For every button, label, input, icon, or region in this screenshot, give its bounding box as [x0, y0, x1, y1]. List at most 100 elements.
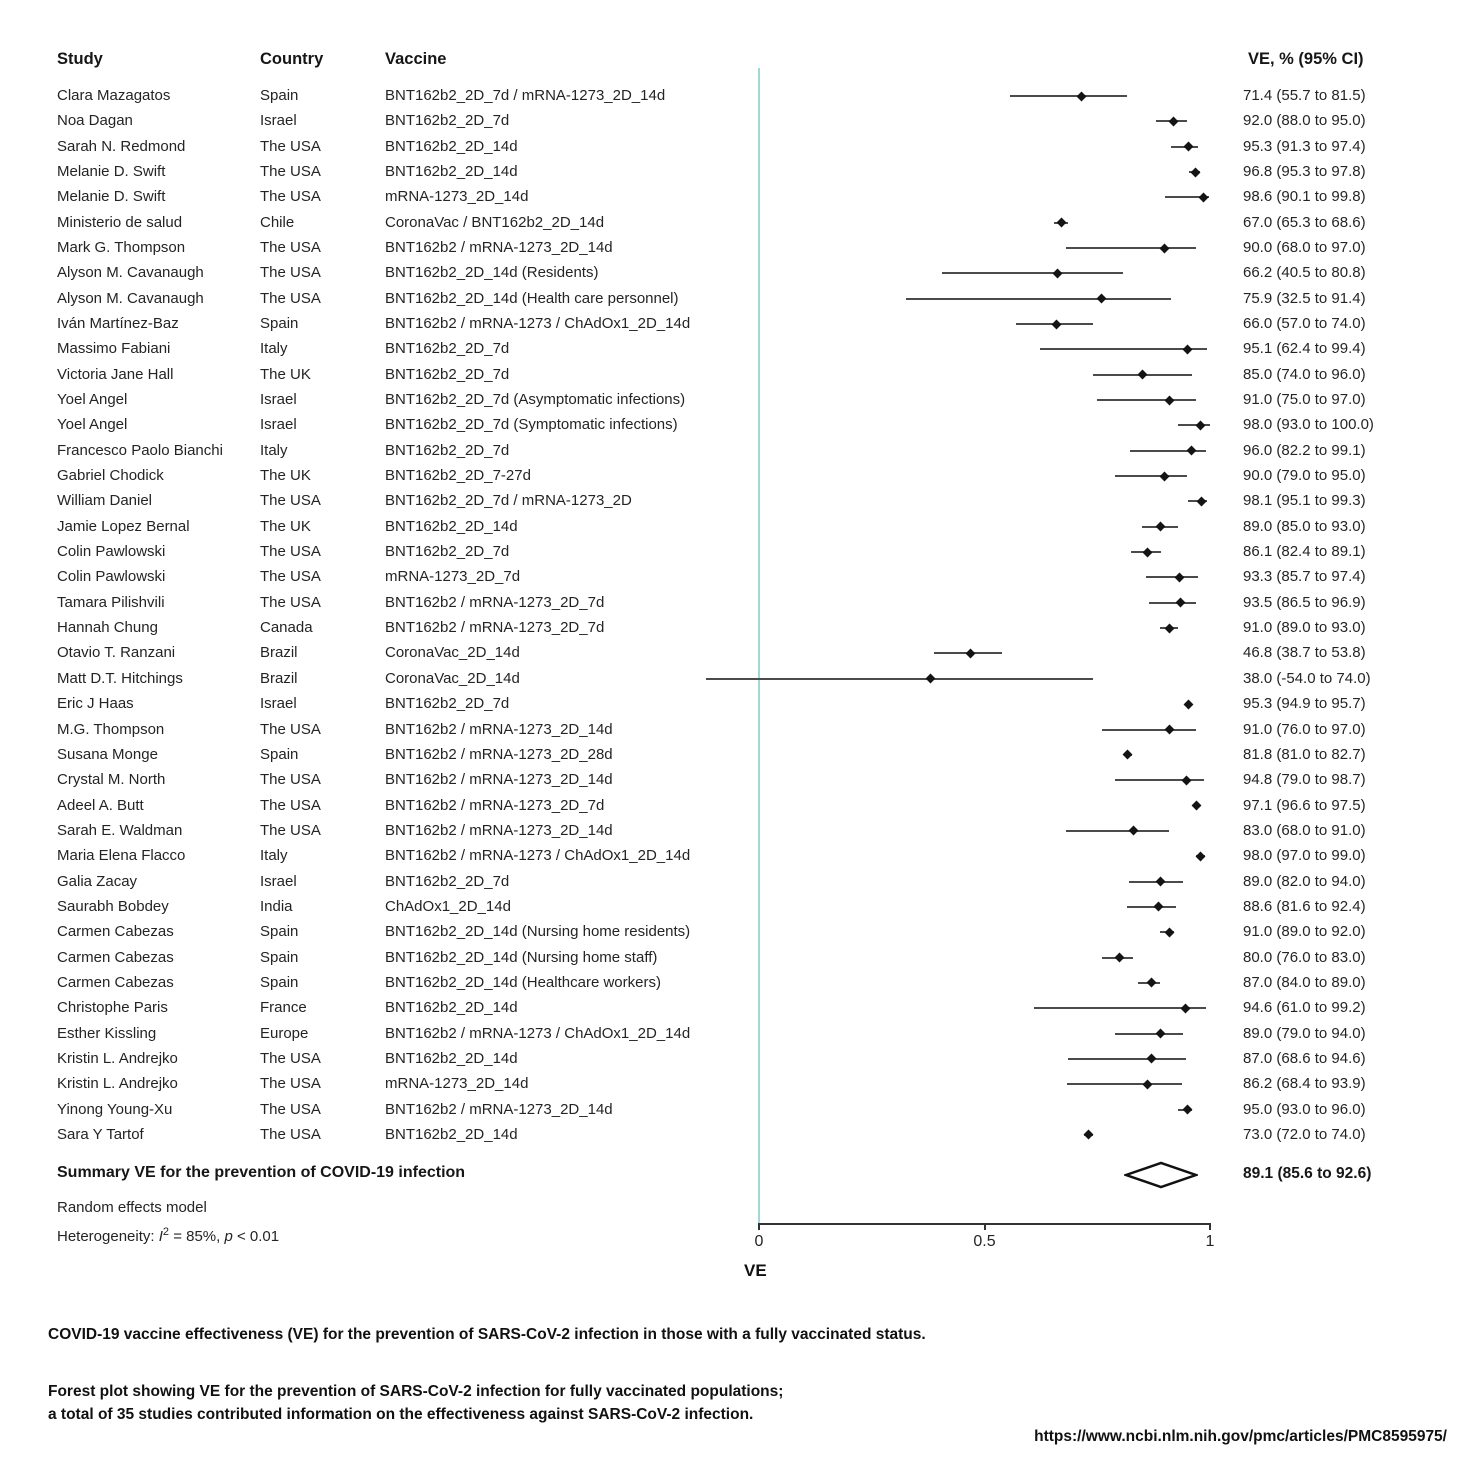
study-cell: Alyson M. Cavanaugh — [57, 264, 204, 282]
country-cell: Spain — [260, 923, 299, 941]
point-estimate-marker — [1159, 471, 1170, 482]
point-estimate-marker — [1175, 597, 1186, 608]
column-header-study: Study — [57, 50, 103, 68]
study-cell: Sarah E. Waldman — [57, 821, 183, 839]
confidence-interval-line — [1149, 601, 1196, 604]
country-cell: Spain — [260, 87, 299, 104]
ve-value-cell: 97.1 (96.6 to 97.5) — [1243, 796, 1366, 814]
x-axis-tick — [983, 1223, 986, 1230]
vaccine-cell: mRNA-1273_2D_14d — [385, 1075, 529, 1093]
study-cell: Yoel Angel — [57, 391, 128, 409]
vaccine-cell: BNT162b2 / mRNA-1273_2D_14d — [385, 821, 613, 839]
country-cell: The USA — [260, 289, 321, 307]
study-cell: Ministerio de salud — [57, 213, 183, 231]
column-header-country: Country — [260, 50, 324, 68]
point-estimate-marker — [1146, 977, 1157, 988]
ve-value-cell: 93.5 (86.5 to 96.9) — [1243, 593, 1366, 611]
confidence-interval-line — [1097, 399, 1197, 402]
ve-value-cell: 88.6 (81.6 to 92.4) — [1243, 897, 1366, 915]
study-cell: Matt D.T. Hitchings — [57, 669, 183, 687]
point-estimate-marker — [1153, 901, 1164, 912]
confidence-interval-line — [1145, 576, 1199, 579]
ve-value-cell: 89.0 (85.0 to 93.0) — [1243, 517, 1366, 535]
country-cell: The USA — [260, 163, 321, 181]
point-estimate-marker — [1168, 116, 1179, 127]
country-cell: The USA — [260, 720, 321, 738]
vaccine-cell: BNT162b2_2D_7d — [385, 441, 510, 459]
vaccine-cell: BNT162b2 / mRNA-1273_2D_7d — [385, 796, 605, 814]
country-cell: France — [260, 999, 307, 1017]
point-estimate-marker — [1198, 192, 1209, 203]
ve-value-cell: 98.0 (97.0 to 99.0) — [1243, 847, 1366, 865]
point-estimate-marker — [1164, 927, 1175, 938]
country-cell: Israel — [260, 391, 297, 409]
confidence-interval-line — [1178, 424, 1210, 427]
point-estimate-marker — [1146, 1053, 1157, 1064]
study-cell: Carmen Cabezas — [57, 923, 174, 941]
country-cell: Canada — [260, 619, 313, 637]
ve-value-cell: 38.0 (-54.0 to 74.0) — [1243, 669, 1371, 687]
study-cell: Sarah N. Redmond — [57, 137, 186, 155]
vaccine-cell: mRNA-1273_2D_14d — [385, 188, 529, 206]
point-estimate-marker — [925, 673, 936, 684]
vaccine-cell: BNT162b2_2D_7d — [385, 340, 510, 358]
point-estimate-marker — [1164, 724, 1175, 735]
study-cell: Clara Mazagatos — [57, 87, 171, 104]
vaccine-cell: BNT162b2 / mRNA-1273_2D_28d — [385, 745, 613, 763]
study-cell: William Daniel — [57, 492, 153, 510]
ve-value-cell: 90.0 (79.0 to 95.0) — [1243, 467, 1366, 485]
study-cell: Esther Kissling — [57, 1024, 157, 1042]
country-cell: The USA — [260, 1100, 321, 1118]
ve-value-cell: 46.8 (38.7 to 53.8) — [1243, 644, 1366, 662]
point-estimate-marker — [1142, 1079, 1153, 1090]
country-cell: The UK — [260, 517, 311, 535]
point-estimate-marker — [1196, 420, 1206, 431]
point-estimate-marker — [1083, 1129, 1094, 1140]
point-estimate-marker — [1142, 547, 1153, 558]
point-estimate-marker — [1182, 1104, 1193, 1115]
study-cell: Kristin L. Andrejko — [57, 1075, 178, 1093]
vaccine-cell: BNT162b2_2D_14d (Residents) — [385, 264, 599, 282]
ve-value-cell: 85.0 (74.0 to 96.0) — [1243, 365, 1366, 383]
vaccine-cell: BNT162b2_2D_14d — [385, 1049, 518, 1067]
point-estimate-marker — [1181, 775, 1192, 786]
vaccine-cell: BNT162b2 / mRNA-1273_2D_14d — [385, 720, 613, 738]
x-axis-tick — [758, 1223, 760, 1230]
study-cell: Victoria Jane Hall — [57, 365, 174, 383]
confidence-interval-line — [1040, 348, 1208, 351]
confidence-interval-line — [1115, 475, 1188, 478]
figure-description-caption: Forest plot showing VE for the preventio… — [48, 1380, 783, 1426]
study-cell: Kristin L. Andrejko — [57, 1049, 178, 1067]
study-cell: Yoel Angel — [57, 416, 128, 434]
country-cell: The USA — [260, 137, 321, 155]
ve-value-cell: 96.0 (82.2 to 99.1) — [1243, 441, 1366, 459]
study-cell: Melanie D. Swift — [57, 163, 166, 181]
study-cell: Hannah Chung — [57, 619, 158, 637]
country-cell: Spain — [260, 973, 299, 991]
study-cell: Carmen Cabezas — [57, 948, 174, 966]
confidence-interval-line — [1165, 196, 1210, 199]
confidence-interval-line — [1129, 449, 1206, 452]
study-cell: Saurabh Bobdey — [57, 897, 169, 915]
country-cell: The USA — [260, 568, 321, 586]
vaccine-cell: BNT162b2_2D_14d — [385, 999, 518, 1017]
country-cell: India — [260, 897, 293, 915]
country-cell: Spain — [260, 745, 299, 763]
ve-value-cell: 91.0 (89.0 to 93.0) — [1243, 619, 1366, 637]
ve-value-cell: 66.0 (57.0 to 74.0) — [1243, 315, 1366, 333]
vaccine-cell: BNT162b2 / mRNA-1273_2D_14d — [385, 771, 613, 789]
confidence-interval-line — [941, 272, 1124, 275]
vaccine-cell: BNT162b2_2D_14d — [385, 163, 518, 181]
study-cell: Adeel A. Butt — [57, 796, 144, 814]
study-cell: Christophe Paris — [57, 999, 168, 1017]
country-cell: Israel — [260, 695, 297, 713]
ve-value-cell: 81.8 (81.0 to 82.7) — [1243, 745, 1366, 763]
point-estimate-marker — [1196, 851, 1206, 862]
vaccine-cell: BNT162b2_2D_7-27d — [385, 467, 531, 485]
point-estimate-marker — [1183, 141, 1194, 152]
x-axis-tick — [1209, 1223, 1211, 1230]
study-cell: Carmen Cabezas — [57, 973, 174, 991]
vaccine-cell: BNT162b2 / mRNA-1273_2D_14d — [385, 239, 613, 257]
column-header-ve: VE, % (95% CI) — [1248, 50, 1364, 68]
point-estimate-marker — [1114, 952, 1125, 963]
